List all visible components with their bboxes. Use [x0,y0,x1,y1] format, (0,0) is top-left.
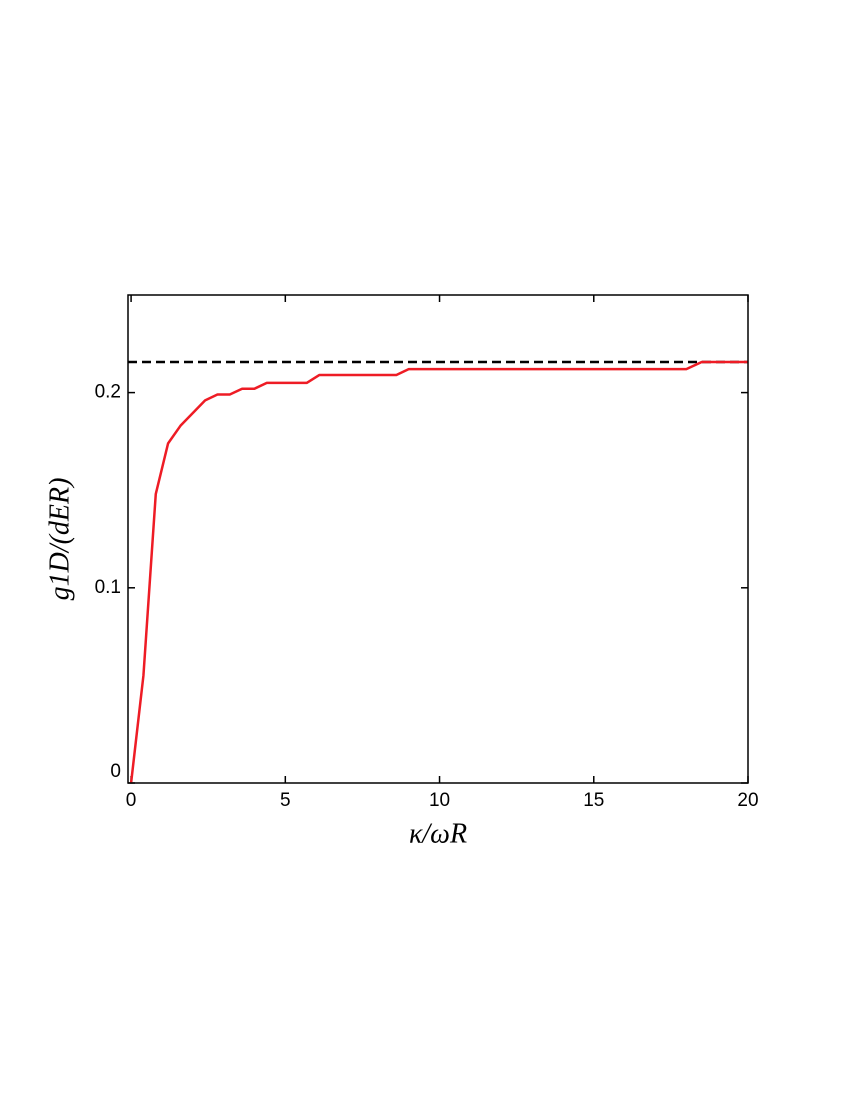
y-tick-label: 0.2 [95,382,121,403]
y-tick-label: 0.1 [95,577,121,598]
x-tick-label: 10 [429,790,450,811]
data-line [129,360,748,784]
x-tick-label: 0 [126,790,137,811]
x-tick-label: 15 [583,790,604,811]
x-axis-label: κ/ωR [409,818,467,849]
x-tick-label: 5 [280,790,291,811]
y-tick-label: 0 [110,761,121,782]
y-axis-label: g1D/(dER) [44,478,75,601]
x-tick-label: 20 [737,790,758,811]
plot-frame [127,294,749,784]
